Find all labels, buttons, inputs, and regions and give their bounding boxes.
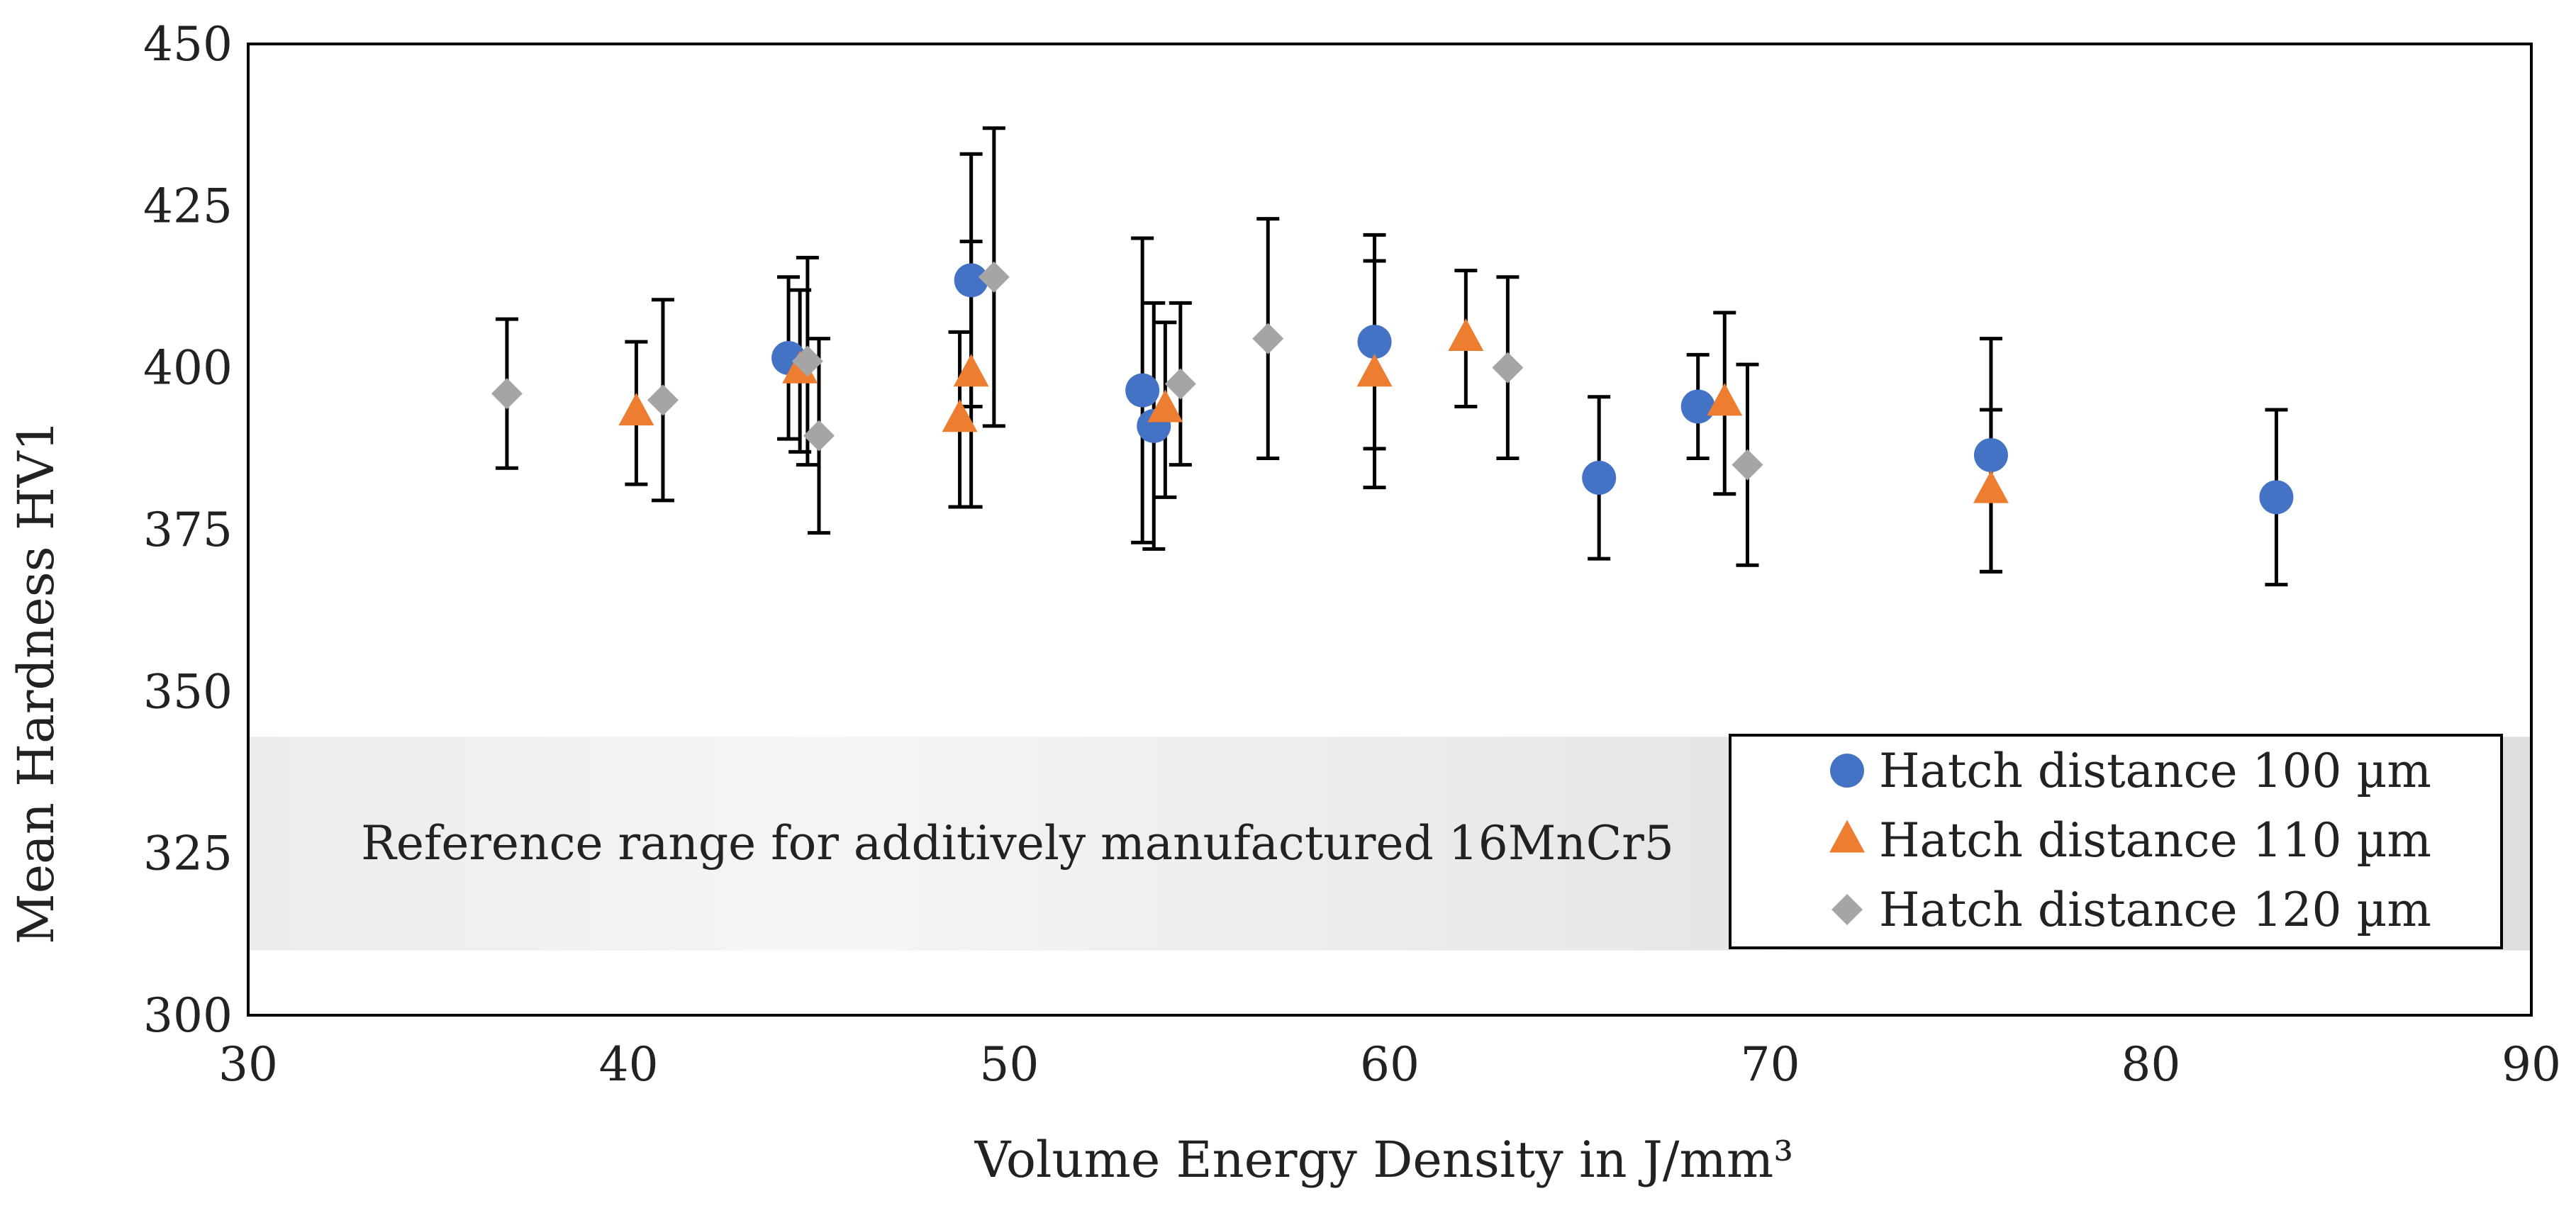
y-axis-ticks: 300 325 350 375 400 425 450 [143,17,233,1043]
data-point-circle [2259,480,2294,515]
x-tick-label: 60 [1360,1037,1420,1092]
y-axis-label: Mean Hardness HV1 [7,420,65,944]
y-tick-label: 325 [143,827,233,881]
data-point-diamond [647,384,679,416]
data-point-diamond [1732,449,1763,481]
data-point-diamond [491,378,523,410]
y-tick-label: 400 [143,341,233,396]
data-point-triangle [1973,470,2009,503]
data-point-circle [1680,389,1715,424]
y-tick-label: 375 [143,503,233,557]
data-point-diamond [1252,323,1284,354]
data-point-circle [1357,325,1392,359]
legend: Hatch distance 100 µm Hatch distance 110 … [1729,734,2503,949]
data-point-diamond [1164,368,1196,400]
x-tick-label: 30 [218,1037,278,1092]
error-bars [495,126,2288,587]
x-tick-label: 90 [2502,1037,2561,1092]
data-markers [491,261,2294,515]
y-tick-label: 425 [143,179,233,233]
plot-frame [247,43,2533,1017]
legend-marker-diamond [1831,894,1863,925]
data-point-triangle [953,354,989,387]
data-point-triangle [942,399,978,432]
data-point-diamond [978,261,1010,293]
legend-entry: Hatch distance 100 µm [1879,744,2431,798]
data-point-triangle [618,393,654,426]
legend-entry: Hatch distance 120 µm [1879,883,2431,937]
data-point-triangle [1707,383,1743,416]
x-axis-ticks: 30 40 50 60 70 80 90 [218,1037,2561,1092]
x-tick-label: 40 [599,1037,659,1092]
legend-marker-triangle [1829,820,1865,853]
data-point-circle [1973,437,2008,472]
x-tick-label: 80 [2121,1037,2180,1092]
x-axis-label: Volume Energy Density in J/mm³ [974,1131,1794,1189]
data-point-triangle [1356,354,1393,387]
legend-marker-circle [1830,754,1864,788]
y-tick-label: 350 [143,664,233,719]
y-tick-label: 300 [143,988,233,1043]
data-point-diamond [1492,352,1524,384]
data-point-triangle [1147,389,1183,423]
x-tick-label: 70 [1741,1037,1800,1092]
reference-band-label: Reference range for additively manufactu… [361,816,1674,871]
data-point-circle [1125,373,1160,408]
legend-entry: Hatch distance 110 µm [1879,813,2431,868]
data-point-circle [954,263,988,298]
data-point-diamond [803,420,835,452]
data-point-triangle [1448,318,1484,352]
x-tick-label: 50 [979,1037,1039,1092]
y-tick-label: 450 [143,17,233,72]
data-point-diamond [791,345,823,377]
data-point-circle [1582,460,1617,495]
